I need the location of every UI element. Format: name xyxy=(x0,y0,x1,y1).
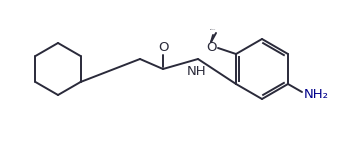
Text: O: O xyxy=(158,40,168,54)
Text: NH: NH xyxy=(187,64,207,78)
Text: NH₂: NH₂ xyxy=(304,87,329,101)
Text: methoxy: methoxy xyxy=(210,28,216,30)
Text: O: O xyxy=(206,40,216,54)
